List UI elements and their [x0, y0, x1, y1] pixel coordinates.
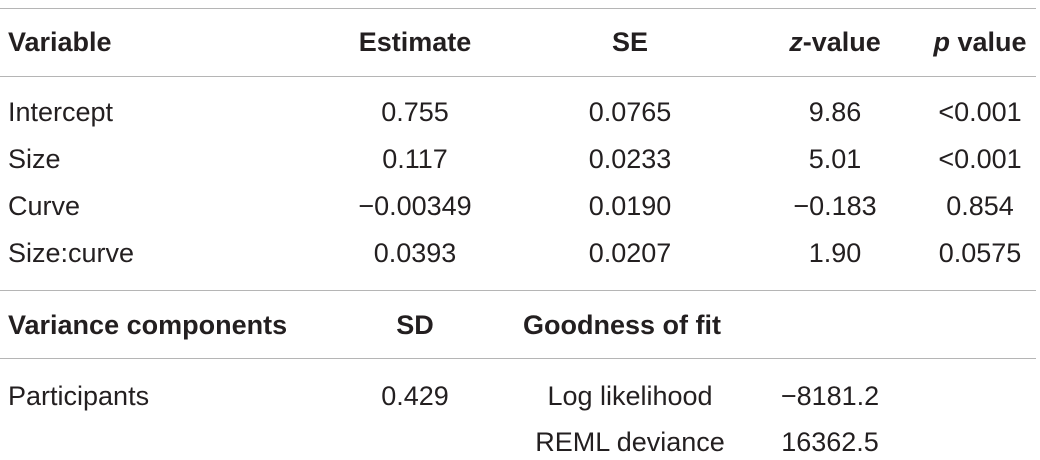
row-fit-value: −8181.2: [780, 381, 880, 411]
row-z-value: 1.90: [808, 238, 862, 268]
header-z-value: z-value: [755, 26, 915, 58]
row-estimate: 0.755: [381, 97, 449, 127]
row-variable: Intercept: [8, 97, 114, 127]
header-variance-components: Variance components: [8, 310, 288, 340]
header-goodness-of-fit: Goodness of fit: [523, 310, 721, 340]
row-estimate: −0.00349: [358, 191, 472, 221]
row-component: Participants: [8, 381, 150, 411]
row-se: 0.0765: [588, 97, 672, 127]
header-estimate: Estimate: [358, 27, 472, 57]
row-z-value: 9.86: [808, 97, 862, 127]
table-top-rule: [0, 8, 1036, 9]
header-variable: Variable: [8, 27, 112, 57]
row-p-value: 0.854: [946, 191, 1014, 221]
row-variable: Curve: [8, 191, 81, 221]
header-p-rest: value: [949, 27, 1027, 57]
header-p-value: p value: [920, 26, 1040, 58]
header-sd: SD: [396, 310, 434, 340]
header-rule: [0, 76, 1036, 77]
row-z-value: −0.183: [793, 191, 877, 221]
row-fit-label: REML deviance: [535, 427, 725, 457]
header-z-italic: z: [789, 27, 803, 57]
row-se: 0.0207: [588, 238, 672, 268]
row-se: 0.0190: [588, 191, 672, 221]
row-fit-label: Log likelihood: [547, 381, 713, 411]
row-z-value: 5.01: [808, 144, 862, 174]
header-z-rest: -value: [802, 27, 881, 57]
section-rule: [0, 290, 1036, 291]
row-variable: Size:curve: [8, 238, 135, 268]
row-estimate: 0.117: [382, 144, 448, 174]
row-p-value: <0.001: [938, 144, 1022, 174]
row-p-value: <0.001: [938, 97, 1022, 127]
row-fit-value: 16362.5: [781, 427, 879, 457]
variance-header-rule: [0, 358, 1036, 359]
header-se: SE: [611, 27, 649, 57]
row-p-value: 0.0575: [938, 238, 1022, 268]
row-estimate: 0.0393: [373, 238, 457, 268]
row-variable: Size: [8, 144, 61, 174]
row-se: 0.0233: [588, 144, 672, 174]
header-p-italic: p: [933, 27, 950, 57]
row-sd: 0.429: [381, 381, 449, 411]
